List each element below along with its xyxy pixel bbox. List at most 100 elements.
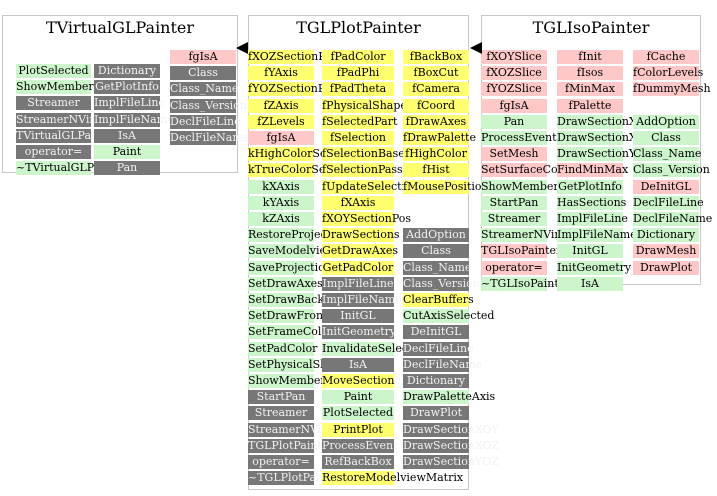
member-entry[interactable]: fBoxCut [403, 66, 469, 81]
member-entry[interactable]: InitGeometry [322, 325, 397, 340]
member-entry[interactable]: PlotSelected [16, 64, 91, 78]
member-entry[interactable]: ShowMembers [481, 179, 565, 194]
member-entry[interactable]: fXOYSectionPos [322, 212, 412, 226]
member-entry[interactable]: fCoord [403, 98, 469, 113]
member-entry[interactable]: Streamer [16, 96, 91, 111]
member-entry[interactable]: fHighColor [403, 147, 469, 162]
member-entry[interactable]: DrawSectionYOZ [403, 455, 499, 469]
member-entry[interactable]: fPadColor [322, 50, 394, 64]
member-entry[interactable]: MoveSection [322, 374, 395, 388]
member-entry[interactable]: fZAxis [248, 98, 314, 113]
member-entry[interactable]: kHighColorSelectionBase [248, 147, 391, 162]
member-entry[interactable]: SetDrawFrontBox [248, 309, 349, 324]
member-entry[interactable]: HasSections [557, 195, 627, 210]
member-entry[interactable]: DrawPaletteAxis [403, 390, 496, 405]
member-entry[interactable]: fColorLevels [633, 66, 704, 81]
member-entry[interactable]: DrawPlot [403, 406, 469, 421]
member-entry[interactable]: AddOption [403, 228, 469, 243]
member-entry[interactable]: IsA [322, 357, 394, 372]
member-entry[interactable]: fSelectionPass [322, 163, 403, 178]
member-entry[interactable]: fPadPhi [322, 66, 394, 81]
member-entry[interactable]: fgIsA [481, 98, 547, 113]
member-entry[interactable]: fDrawPalette [403, 131, 476, 145]
member-entry[interactable]: fDrawAxes [403, 114, 469, 129]
member-entry[interactable]: fYAxis [248, 66, 314, 81]
member-entry[interactable]: DrawPlot [633, 260, 699, 275]
member-entry[interactable]: DrawMesh [633, 244, 699, 259]
member-entry[interactable]: SetPhysicalShapeColor [248, 357, 378, 372]
member-entry[interactable]: fUpdateSelection [322, 179, 419, 194]
member-entry[interactable]: ShowMembers [248, 374, 332, 388]
member-entry[interactable]: fgIsA [170, 50, 236, 64]
member-entry[interactable]: StartPan [481, 195, 547, 210]
member-entry[interactable]: fYOZSlice [481, 82, 547, 97]
member-entry[interactable]: ImplFileLine [557, 212, 628, 226]
member-entry[interactable]: ProcessEvent [481, 131, 557, 145]
member-entry[interactable]: ~TGLPlotPainter [248, 471, 343, 486]
member-entry[interactable]: Dictionary [633, 228, 699, 243]
member-entry[interactable]: fDummyMesh [633, 82, 711, 97]
member-entry[interactable]: Paint [322, 390, 394, 405]
member-entry[interactable]: SetDrawBackBox [248, 293, 345, 307]
member-entry[interactable]: DeclFileName [633, 212, 713, 226]
member-entry[interactable]: fXOZSectionPos [248, 50, 338, 64]
member-entry[interactable]: GetPlotInfo [557, 179, 623, 194]
member-entry[interactable]: ImplFileName [557, 228, 637, 243]
member-entry[interactable]: DeInitGL [403, 325, 469, 340]
member-entry[interactable]: DeclFileLine [633, 195, 704, 210]
member-entry[interactable]: fXOZSlice [481, 66, 547, 81]
member-entry[interactable]: ImplFileLine [322, 276, 394, 291]
member-entry[interactable]: kYAxis [248, 195, 314, 210]
member-entry[interactable]: ImplFileName [94, 112, 174, 127]
member-entry[interactable]: Class [633, 131, 699, 145]
member-entry[interactable]: fSelection [322, 131, 394, 145]
member-entry[interactable]: IsA [94, 128, 160, 143]
member-entry[interactable]: ImplFileLine [94, 96, 165, 111]
member-entry[interactable]: StartPan [248, 390, 314, 405]
member-entry[interactable]: TGLIsoPainter [481, 244, 562, 259]
member-entry[interactable]: fZLevels [248, 114, 314, 129]
member-entry[interactable]: operator= [16, 145, 91, 159]
member-entry[interactable]: ShowMembers [16, 80, 100, 95]
member-entry[interactable]: DrawSectionXOY [403, 422, 499, 437]
member-entry[interactable]: Dictionary [403, 374, 469, 388]
member-entry[interactable]: DrawSectionXOZ [557, 131, 654, 145]
member-entry[interactable]: fgIsA [248, 131, 314, 145]
member-entry[interactable]: fBackBox [403, 50, 469, 64]
member-entry[interactable]: SaveModelviewMatrix [248, 244, 373, 259]
member-entry[interactable]: DrawSections [322, 228, 400, 243]
member-entry[interactable]: kTrueColorSelectionBase [248, 163, 390, 178]
member-entry[interactable]: GetPadColor [322, 260, 394, 275]
member-entry[interactable]: Class_Name [170, 82, 239, 97]
member-entry[interactable]: fMousePosition [403, 179, 489, 194]
member-entry[interactable]: Class [170, 66, 236, 81]
member-entry[interactable]: InitGL [322, 309, 394, 324]
member-entry[interactable]: fCamera [403, 82, 469, 97]
member-entry[interactable]: Class_Version [633, 163, 710, 178]
member-entry[interactable]: Class_Name [633, 147, 702, 162]
member-entry[interactable]: StreamerNVirtual [481, 228, 582, 243]
member-entry[interactable]: ~TVirtualGLPainter [16, 161, 128, 176]
member-entry[interactable]: operator= [248, 455, 314, 469]
member-entry[interactable]: SetDrawAxes [248, 276, 323, 291]
member-entry[interactable]: SetFrameColor [248, 325, 334, 340]
member-entry[interactable]: InitGL [557, 244, 623, 259]
member-entry[interactable]: fPhysicalShapeColor [322, 98, 438, 113]
member-entry[interactable]: TGLPlotPainter [248, 438, 334, 453]
member-entry[interactable]: CutAxisSelected [403, 309, 495, 324]
member-entry[interactable]: FindMinMax [557, 163, 629, 178]
member-entry[interactable]: RefBackBox [322, 455, 394, 469]
member-entry[interactable]: Pan [94, 161, 160, 176]
member-entry[interactable]: Class_Name [403, 260, 472, 275]
member-entry[interactable]: ClearBuffers [403, 293, 474, 307]
member-entry[interactable]: Streamer [248, 406, 314, 421]
member-entry[interactable]: fIsos [557, 66, 623, 81]
member-entry[interactable]: Class [403, 244, 469, 259]
member-entry[interactable]: PrintPlot [322, 422, 394, 437]
member-entry[interactable]: fMinMax [557, 82, 623, 97]
member-entry[interactable]: operator= [481, 260, 547, 275]
member-entry[interactable]: SetMesh [481, 147, 547, 162]
member-entry[interactable]: SetSurfaceColor [481, 163, 574, 178]
member-entry[interactable]: DeclFileName [403, 357, 483, 372]
member-entry[interactable]: fHist [403, 163, 469, 178]
